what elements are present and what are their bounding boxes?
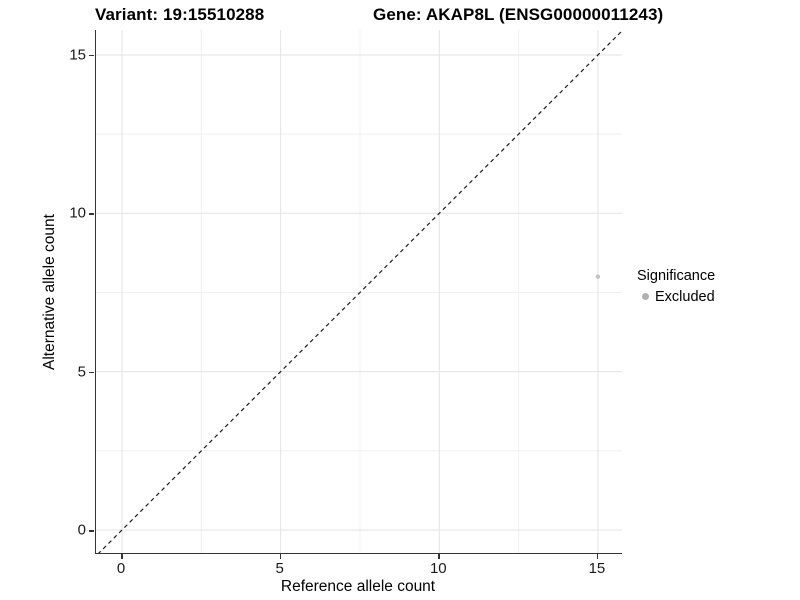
y-tick-label: 5 — [77, 363, 86, 381]
y-tick-label: 10 — [69, 204, 86, 222]
y-tick-mark — [89, 530, 94, 532]
legend-key — [637, 288, 654, 305]
y-tick-mark — [89, 54, 94, 57]
y-tick-mark — [89, 371, 94, 374]
y-tick-label: 15 — [69, 46, 86, 64]
y-tick-label: 0 — [77, 521, 86, 539]
x-tick-mark — [596, 554, 599, 559]
x-tick-label: 5 — [275, 560, 284, 577]
data-point — [595, 274, 601, 279]
x-tick-mark — [438, 554, 440, 559]
x-tick-label: 10 — [429, 560, 447, 577]
plot-area — [96, 30, 622, 553]
variant-title: Variant: 19:15510288 — [95, 5, 265, 24]
excluded-dot-icon — [642, 293, 649, 300]
y-axis-title: Alternative allele count — [41, 214, 58, 370]
identity-reference-line — [98, 30, 622, 553]
x-tick-label: 15 — [588, 560, 606, 577]
plot-panel — [95, 30, 622, 554]
x-tick-label: 0 — [116, 560, 126, 577]
x-axis-title: Reference allele count — [280, 578, 436, 595]
x-tick-mark — [121, 554, 123, 559]
gene-title: Gene: AKAP8L (ENSG00000011243) — [373, 5, 664, 24]
legend-item-excluded: Excluded — [637, 288, 715, 305]
legend-title: Significance — [637, 268, 716, 284]
x-tick-mark — [279, 554, 282, 559]
legend: Significance Excluded — [637, 268, 715, 305]
legend-item-label: Excluded — [655, 288, 715, 305]
y-tick-mark — [89, 213, 94, 215]
